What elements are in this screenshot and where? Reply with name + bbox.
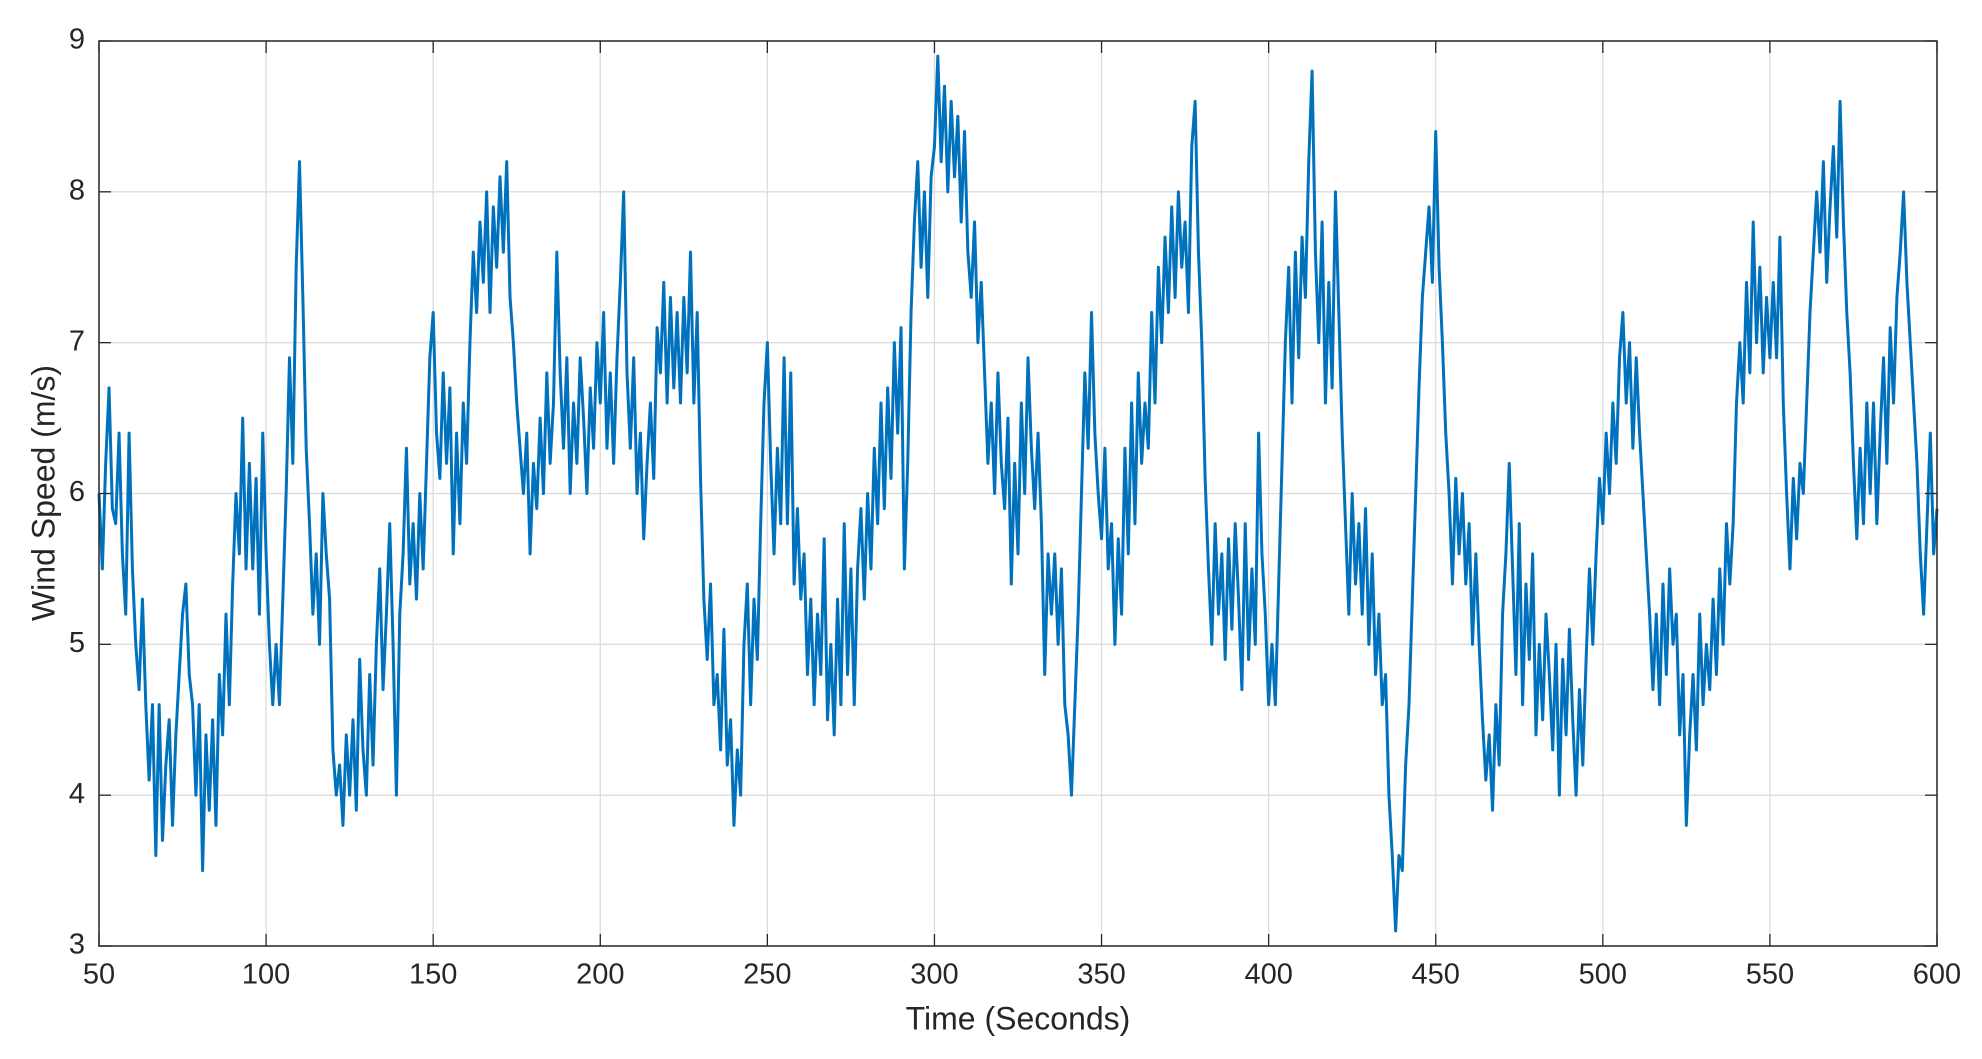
x-tick-label: 150 xyxy=(409,959,457,991)
ticks: 50 100 150 200 250 300 350 400 450 500 550 600 3 4 5 6 7… xyxy=(69,24,1961,991)
x-tick-label: 600 xyxy=(1913,959,1961,991)
plot xyxy=(97,54,1939,933)
y-tick-label: 5 xyxy=(69,627,85,659)
x-tick-label: 250 xyxy=(743,959,791,991)
data-line xyxy=(97,54,1939,933)
x-tick-label: 200 xyxy=(576,959,624,991)
y-tick-label: 6 xyxy=(69,476,85,508)
x-tick-label: 100 xyxy=(242,959,290,991)
y-tick-label: 7 xyxy=(69,325,85,357)
x-tick-label: 350 xyxy=(1077,959,1125,991)
y-tick-label: 9 xyxy=(69,24,85,56)
x-tick-label: 550 xyxy=(1746,959,1794,991)
y-tick-label: 8 xyxy=(69,174,85,206)
x-tick-label: 300 xyxy=(910,959,958,991)
x-tick-label: 50 xyxy=(83,959,115,991)
x-tick-label: 450 xyxy=(1412,959,1460,991)
x-tick-label: 400 xyxy=(1244,959,1292,991)
y-tick-label: 3 xyxy=(69,929,85,961)
y-axis-label: Wind Speed (m/s) xyxy=(25,365,61,621)
x-axis-label: Time (Seconds) xyxy=(906,1000,1131,1036)
x-tick-label: 500 xyxy=(1579,959,1627,991)
y-tick-label: 4 xyxy=(69,778,85,810)
